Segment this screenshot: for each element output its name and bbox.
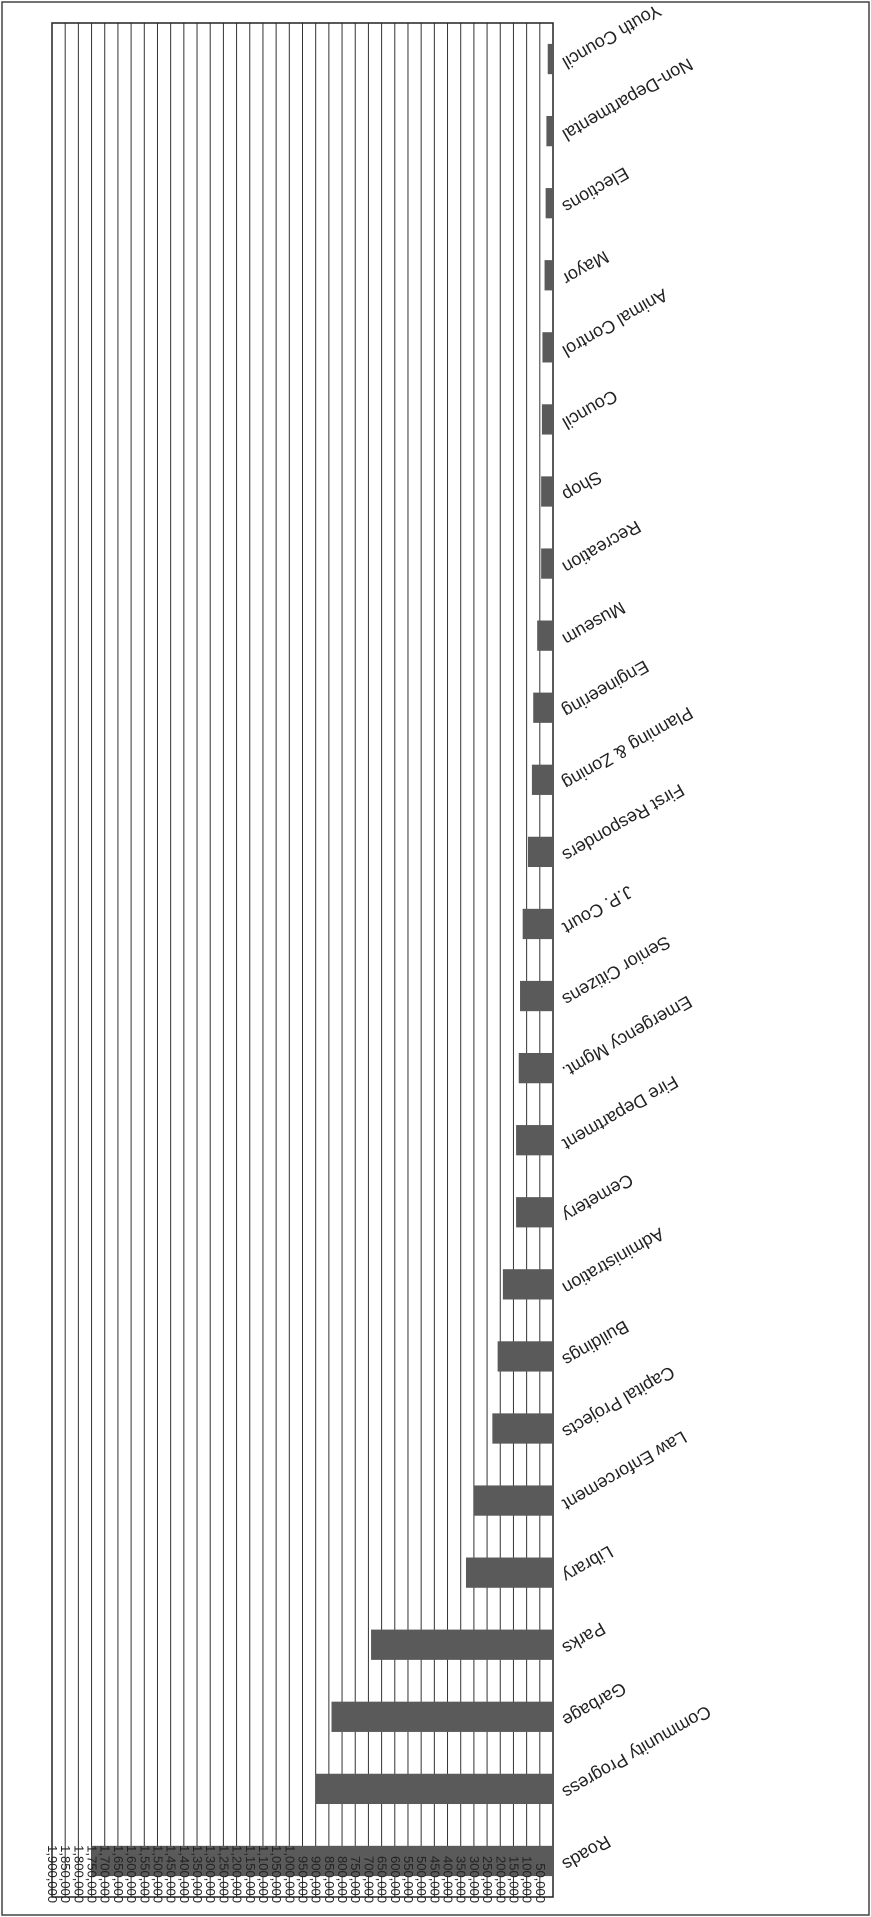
tick-label: 1,300,000 <box>203 1845 218 1903</box>
gridlines <box>51 23 541 1897</box>
tick-label: 650,000 <box>375 1856 390 1903</box>
category-label: First Responders <box>559 780 688 866</box>
category-label: Council <box>559 386 621 433</box>
tick-label: 900,000 <box>309 1856 324 1903</box>
bar <box>516 1125 553 1156</box>
bar <box>465 1557 553 1588</box>
tick-label: 1,250,000 <box>216 1845 231 1903</box>
tick-label: 1,200,000 <box>230 1845 245 1903</box>
tick-label: 1,500,000 <box>150 1845 165 1903</box>
tick-label: 600,000 <box>388 1856 403 1903</box>
category-label: Senior Citizens <box>559 932 674 1010</box>
bar <box>520 980 553 1012</box>
tick-label: 800,000 <box>335 1856 350 1903</box>
tick-label: 850,000 <box>322 1856 337 1903</box>
tick-label: 250,000 <box>480 1856 495 1903</box>
bar <box>315 1773 553 1805</box>
category-label: Shop <box>559 467 605 505</box>
category-label: Museum <box>559 598 629 650</box>
tick-label: 1,650,000 <box>111 1845 126 1903</box>
bar <box>545 188 553 219</box>
category-label: Recreation <box>559 517 644 578</box>
category-label: Capital Projects <box>559 1362 678 1442</box>
category-label: Buildings <box>559 1316 632 1370</box>
bar <box>544 260 553 291</box>
category-label: Emergency Mgmt. <box>559 992 695 1082</box>
tick-label: 400,000 <box>441 1856 456 1903</box>
tick-label: 500,000 <box>414 1856 429 1903</box>
tick-label: 1,050,000 <box>269 1845 284 1903</box>
tick-label: 1,000,000 <box>282 1845 297 1903</box>
category-label: Administration <box>559 1224 668 1298</box>
category-label: Youth Council <box>559 0 665 73</box>
tick-label: 1,900,000 <box>45 1845 60 1903</box>
tick-label: 550,000 <box>401 1856 416 1903</box>
bar <box>91 1845 553 1877</box>
tick-label: 1,100,000 <box>256 1845 271 1903</box>
tick-label: 1,700,000 <box>98 1845 113 1903</box>
category-label: Garbage <box>559 1678 630 1730</box>
category-label: Animal Control <box>559 285 671 361</box>
bar <box>546 115 553 147</box>
tick-label: 700,000 <box>361 1856 376 1903</box>
tick-label: 1,600,000 <box>124 1845 139 1903</box>
bar <box>527 836 553 868</box>
tick-label: 1,150,000 <box>243 1845 258 1903</box>
tick-label: 350,000 <box>454 1856 469 1903</box>
bar <box>531 764 553 795</box>
tick-label: 1,750,000 <box>85 1845 100 1903</box>
bars <box>91 43 553 1877</box>
bar <box>522 908 553 940</box>
tick-label: 50,000 <box>533 1863 548 1903</box>
category-label: Parks <box>559 1618 609 1658</box>
tick-label: 1,550,000 <box>137 1845 152 1903</box>
bar <box>542 332 553 363</box>
category-label: Roads <box>559 1831 614 1874</box>
tick-label: 100,000 <box>520 1856 535 1903</box>
bar <box>497 1341 553 1372</box>
category-label: Library <box>559 1542 617 1587</box>
bar <box>516 1197 553 1228</box>
tick-label: 200,000 <box>493 1856 508 1903</box>
tick-labels: 50,000100,000150,000200,000250,000300,00… <box>45 1845 548 1903</box>
tick-label: 1,800,000 <box>71 1845 86 1903</box>
category-label: J.P. Court <box>559 882 636 938</box>
category-label: Cemetery <box>559 1170 637 1226</box>
tick-label: 1,850,000 <box>58 1845 73 1903</box>
tick-label: 150,000 <box>506 1856 521 1903</box>
tick-label: 300,000 <box>467 1856 482 1903</box>
bar <box>518 1052 553 1084</box>
category-label: Law Enforcement <box>559 1427 690 1514</box>
tick-label: 1,350,000 <box>190 1845 205 1903</box>
bar <box>533 692 553 723</box>
tick-label: 450,000 <box>427 1856 442 1903</box>
category-label: Elections <box>559 163 632 217</box>
bar <box>502 1269 553 1300</box>
bar <box>371 1629 553 1660</box>
category-label: Engineering <box>559 656 652 721</box>
bar <box>492 1413 553 1444</box>
category-label: Mayor <box>559 247 612 289</box>
plot-area <box>51 22 554 1898</box>
tick-label: 1,400,000 <box>177 1845 192 1903</box>
bar <box>541 476 553 507</box>
tick-label: 1,450,000 <box>164 1845 179 1903</box>
tick-label: 950,000 <box>296 1856 311 1903</box>
bar <box>547 43 553 75</box>
bar <box>473 1485 553 1516</box>
bar <box>537 620 553 651</box>
bar <box>541 404 553 435</box>
category-label: Fire Department <box>559 1072 682 1154</box>
tick-label: 750,000 <box>348 1856 363 1903</box>
bar <box>331 1701 553 1732</box>
bar <box>541 548 553 579</box>
